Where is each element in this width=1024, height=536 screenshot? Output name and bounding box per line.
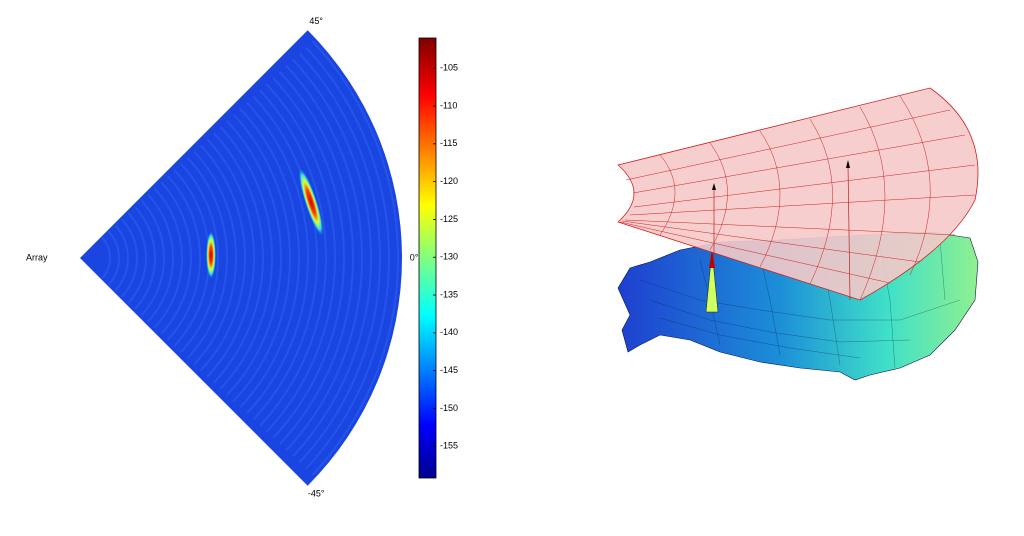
colorbar-tick-label: -120 — [440, 176, 458, 186]
theta-tick-label: 0° — [410, 252, 419, 262]
ripple — [232, 114, 291, 402]
ripple — [278, 71, 355, 445]
ripple — [101, 236, 111, 280]
ripple — [246, 101, 310, 415]
ripple — [127, 212, 147, 304]
ripple — [206, 138, 256, 378]
colorbar-tick-label: -145 — [440, 365, 458, 375]
ripple — [140, 200, 165, 316]
radial-label: Array — [26, 252, 48, 262]
ripple — [120, 218, 138, 298]
colorbar-tick-label: -115 — [440, 138, 457, 148]
ripple — [167, 175, 201, 341]
theta-tick-label: -45° — [308, 489, 325, 499]
ripple — [199, 144, 246, 372]
ripple — [160, 181, 192, 335]
ripple — [305, 46, 390, 470]
ripple — [226, 120, 282, 396]
colorbar-gradient — [418, 37, 437, 479]
ripple — [298, 52, 381, 464]
colorbar-tick-label: -135 — [440, 289, 458, 299]
hot-spot — [298, 167, 324, 237]
colorbar-tick-label: -155 — [440, 441, 458, 451]
ripple — [193, 150, 237, 366]
ripple — [265, 83, 336, 433]
ripple — [285, 64, 363, 452]
upper-surface-mesh — [619, 95, 976, 301]
colorbar-tick-label: -150 — [440, 403, 458, 413]
ripple — [153, 187, 183, 329]
colorbar-tick-label: -105 — [440, 63, 458, 73]
colorbar-tick-label: -110 — [440, 100, 457, 110]
ripple — [259, 89, 327, 427]
colorbar: -105 -110 -115 -120 -125 -130 -135 -140 -145 -150… — [418, 37, 458, 479]
ripple — [180, 163, 219, 353]
colorbar-tick-label: -130 — [440, 252, 458, 262]
ripple — [239, 107, 300, 409]
peak-marker — [712, 183, 716, 190]
sector-field — [80, 30, 402, 486]
colorbar-tick-label: -125 — [440, 214, 458, 224]
ripple — [272, 77, 345, 439]
ripple — [186, 157, 228, 359]
ripple — [134, 206, 156, 310]
ripple — [311, 40, 399, 476]
stem — [847, 164, 851, 301]
ripple — [114, 224, 129, 292]
ripple — [252, 95, 318, 421]
peak-spike — [705, 249, 719, 313]
ripple — [292, 58, 372, 458]
peak-top — [709, 250, 715, 268]
ripple — [107, 230, 120, 286]
colorbar-tick-label: -140 — [440, 327, 458, 337]
hot-spot — [206, 231, 216, 279]
surface-plot-3d — [617, 87, 979, 381]
theta-tick-label: 45° — [309, 16, 323, 26]
polar-plot: 45° 0° -45° — [80, 16, 419, 499]
upper-surface — [617, 87, 979, 301]
ripple — [219, 126, 273, 390]
ripple — [213, 132, 264, 384]
ripple — [147, 193, 174, 323]
peak-marker — [846, 160, 850, 168]
